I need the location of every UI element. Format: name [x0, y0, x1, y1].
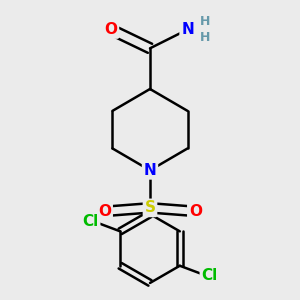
Text: Cl: Cl — [201, 268, 218, 283]
Text: H: H — [200, 15, 210, 28]
Text: H: H — [200, 31, 210, 44]
Text: N: N — [144, 163, 156, 178]
Text: S: S — [145, 200, 155, 215]
Text: O: O — [104, 22, 117, 37]
Text: O: O — [98, 203, 111, 218]
Text: N: N — [181, 22, 194, 37]
Text: Cl: Cl — [82, 214, 99, 230]
Text: O: O — [189, 203, 202, 218]
